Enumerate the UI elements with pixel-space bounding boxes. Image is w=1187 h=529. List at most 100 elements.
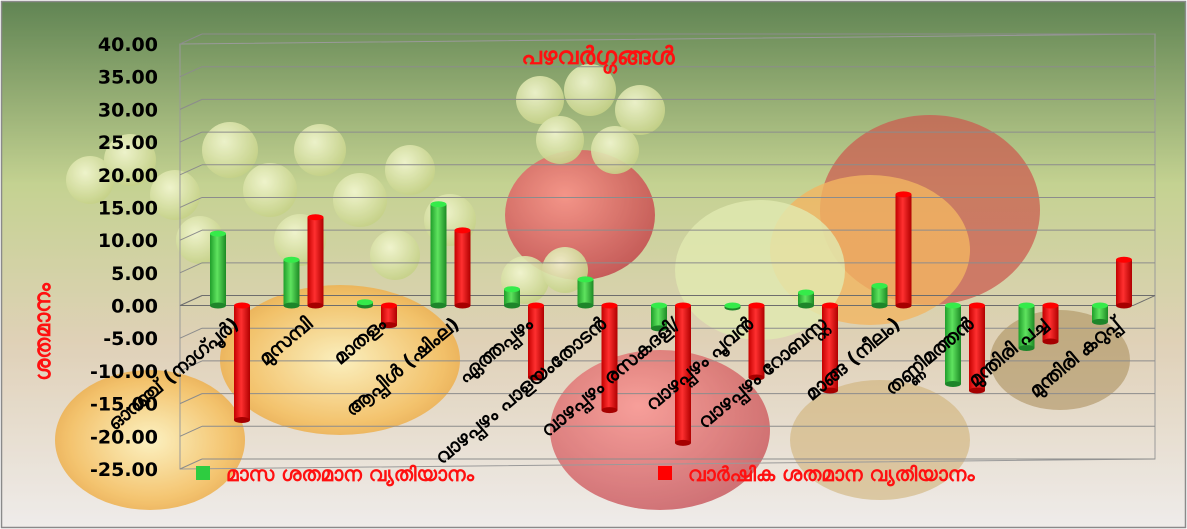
- bar-cap: [504, 286, 520, 293]
- bar: [234, 302, 250, 423]
- y-tick-label: 40.00: [98, 34, 158, 56]
- bar-cap: [577, 276, 594, 283]
- bar: [1018, 302, 1035, 352]
- bar-body: [1092, 305, 1108, 322]
- bar: [1042, 302, 1059, 345]
- bar-body: [528, 305, 544, 378]
- bar: [798, 289, 814, 309]
- y-axis-title: ശതമാനം: [31, 282, 56, 381]
- y-tick-label: 15.00: [98, 197, 158, 219]
- bar-cap: [1092, 302, 1108, 309]
- bar-cap: [748, 302, 765, 309]
- gridline-depth: [179, 131, 203, 143]
- bar-base: [871, 302, 888, 309]
- bar-body: [601, 305, 618, 411]
- bar-cap: [871, 282, 888, 289]
- bar-body: [454, 230, 471, 306]
- zero-plane: [179, 295, 1156, 307]
- bar-cap: [1018, 302, 1035, 309]
- bar: [454, 227, 471, 309]
- bar-base: [798, 302, 814, 309]
- y-tick-label: 25.00: [98, 132, 158, 154]
- bar-base: [1092, 318, 1108, 325]
- y-tick-label: 30.00: [98, 99, 158, 121]
- gridline-depth: [179, 197, 203, 208]
- bar-base: [969, 387, 985, 394]
- y-tick-label: -10.00: [90, 361, 158, 383]
- bar-body: [381, 305, 397, 326]
- bar: [210, 230, 226, 309]
- bar: [307, 214, 324, 309]
- bar-body: [675, 305, 691, 443]
- bar-base: [234, 416, 250, 423]
- bar-cap: [430, 201, 447, 208]
- bar-body: [307, 217, 324, 306]
- gridline-depth: [179, 327, 203, 339]
- gridline-depth: [179, 262, 203, 274]
- bar: [651, 302, 667, 332]
- y-axis-tick-labels: 40.00 35.00 30.00 25.00 20.00 15.00 10.00 5.00 0…: [90, 34, 158, 481]
- gridline-depth: [179, 425, 203, 437]
- bar-cap: [528, 302, 544, 309]
- bar-body: [895, 194, 912, 306]
- bar-cap: [210, 230, 226, 237]
- bar-base: [504, 302, 520, 309]
- bar-cap: [234, 302, 250, 309]
- legend-label: മാസ ശതമാന വ്യതിയാനം: [226, 462, 475, 487]
- bar-base: [1042, 338, 1059, 345]
- bar-body: [822, 305, 838, 391]
- gridline-depth: [179, 98, 203, 110]
- bar: [577, 276, 594, 309]
- bar: [357, 299, 373, 309]
- bar-base: [381, 322, 397, 329]
- bar-cap: [283, 256, 300, 263]
- legend-entry: മാസ ശതമാന വ്യതിയാനം: [196, 462, 475, 487]
- bar-cap: [357, 299, 373, 306]
- bar-cap: [307, 214, 324, 221]
- bar-base: [283, 302, 300, 309]
- bar-base: [1018, 345, 1035, 352]
- bar-base: [210, 302, 226, 309]
- bar: [528, 302, 544, 381]
- bar-base: [675, 439, 691, 446]
- bar-body: [1116, 259, 1132, 306]
- bar-body: [945, 305, 961, 384]
- bar: [504, 286, 520, 309]
- bars-group: [210, 191, 1132, 446]
- bar-base: [454, 302, 471, 309]
- bar-body: [1042, 305, 1059, 342]
- bar-cap: [651, 302, 667, 309]
- bar-body: [651, 305, 667, 329]
- bar-base: [307, 302, 324, 309]
- bar-base: [430, 302, 447, 309]
- bar: [601, 302, 618, 414]
- bar-cap: [381, 302, 397, 309]
- bar-body: [234, 305, 250, 420]
- legend-swatch: [658, 466, 672, 480]
- y-tick-label: 20.00: [98, 165, 158, 187]
- bar-body: [748, 305, 765, 378]
- bar: [945, 302, 961, 387]
- bar-cap: [798, 289, 814, 296]
- bar-body: [430, 204, 447, 306]
- bar: [724, 302, 741, 311]
- bar-base: [1116, 302, 1132, 309]
- bar-cap: [945, 302, 961, 309]
- y-tick-label: 0.00: [111, 296, 158, 318]
- y-tick-label: -25.00: [90, 459, 158, 481]
- gridline-depth: [179, 164, 203, 176]
- gridline-depth: [179, 458, 203, 470]
- bar: [1092, 302, 1108, 325]
- gridline-depth: [179, 66, 203, 78]
- bar-body: [283, 259, 300, 306]
- bar-cap: [1042, 302, 1059, 309]
- bar-body: [504, 289, 520, 306]
- legend-entry: വാർഷിക ശതമാന വ്യതിയാനം: [658, 462, 975, 487]
- chart-title: പഴവർഗ്ഗങ്ങൾ: [521, 42, 675, 75]
- bar: [822, 302, 838, 394]
- y-tick-label: -15.00: [90, 394, 158, 416]
- gridline-depth: [179, 360, 203, 372]
